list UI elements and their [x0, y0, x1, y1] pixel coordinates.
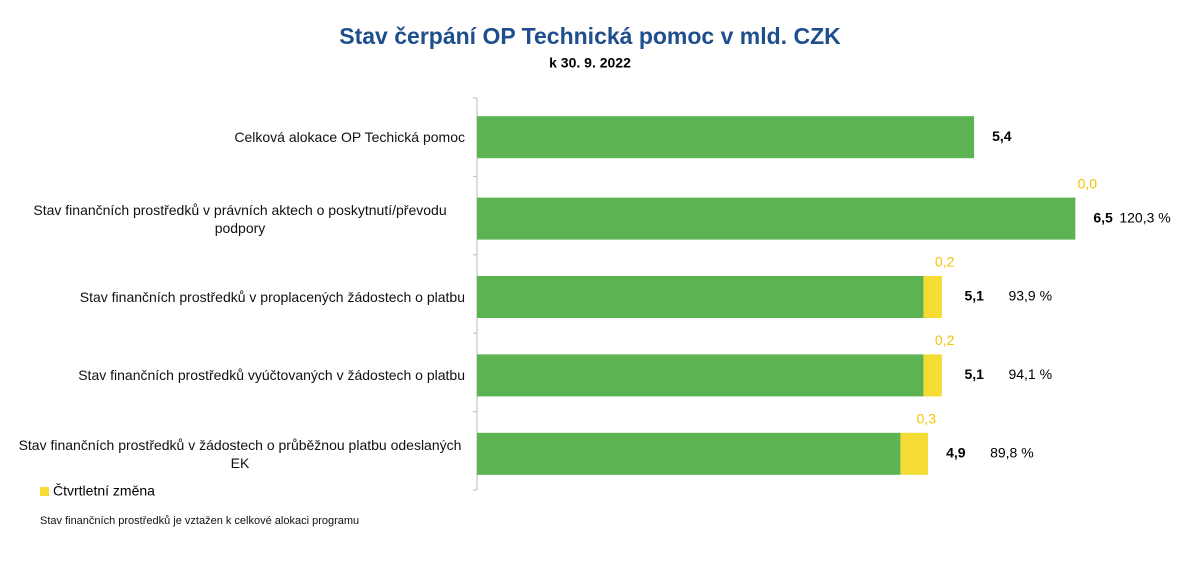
share-label: 120,3 %	[1119, 209, 1170, 225]
change-label: 0,3	[917, 411, 937, 427]
bar-segment	[477, 432, 901, 475]
total-label: 6,5	[1093, 209, 1113, 225]
change-label: 0,0	[1078, 175, 1098, 191]
change-label: 0,2	[935, 332, 955, 348]
chart-subtitle: k 30. 9. 2022	[549, 55, 631, 71]
total-label: 5,1	[964, 366, 984, 382]
share-label: 94,1 %	[1008, 366, 1052, 382]
bar-segment	[477, 354, 924, 397]
change-label: 0,2	[935, 254, 955, 270]
category-text: Stav finančních prostředků v proplacenýc…	[79, 289, 465, 305]
category-text: Stav finančních prostředků v žádostech o…	[18, 436, 462, 471]
share-label: 93,9 %	[1008, 288, 1052, 304]
category-label: Stav finančních prostředků v proplacenýc…	[15, 275, 465, 319]
legend-label: Čtvrtletní změna	[53, 483, 155, 499]
footnote: Stav finančních prostředků je vztažen k …	[40, 515, 359, 527]
bar-segment	[477, 276, 924, 318]
total-label: 5,1	[964, 288, 984, 304]
share-label: 89,8 %	[990, 445, 1034, 461]
category-label: Celková alokace OP Techická pomoc	[15, 115, 465, 159]
legend-swatch	[40, 487, 49, 496]
category-label: Stav finančních prostředků vyúčtovaných …	[15, 353, 465, 397]
total-label: 5,4	[992, 128, 1012, 144]
category-label: Stav finančních prostředků v právních ak…	[15, 197, 465, 241]
chart-title: Stav čerpání OP Technická pomoc v mld. C…	[339, 23, 841, 49]
category-text: Celková alokace OP Techická pomoc	[234, 129, 465, 146]
category-text: Stav finančních prostředků vyúčtovaných …	[78, 367, 465, 384]
bar-segment	[477, 116, 975, 159]
bar-segment	[923, 276, 942, 318]
category-text: Stav finančních prostředků v právních ak…	[33, 201, 447, 236]
total-label: 4,9	[946, 445, 966, 461]
category-label: Stav finančních prostředků v žádostech o…	[15, 432, 465, 476]
bar-segment	[923, 354, 942, 397]
bar-segment	[900, 432, 929, 475]
bar-segment	[477, 197, 1076, 240]
